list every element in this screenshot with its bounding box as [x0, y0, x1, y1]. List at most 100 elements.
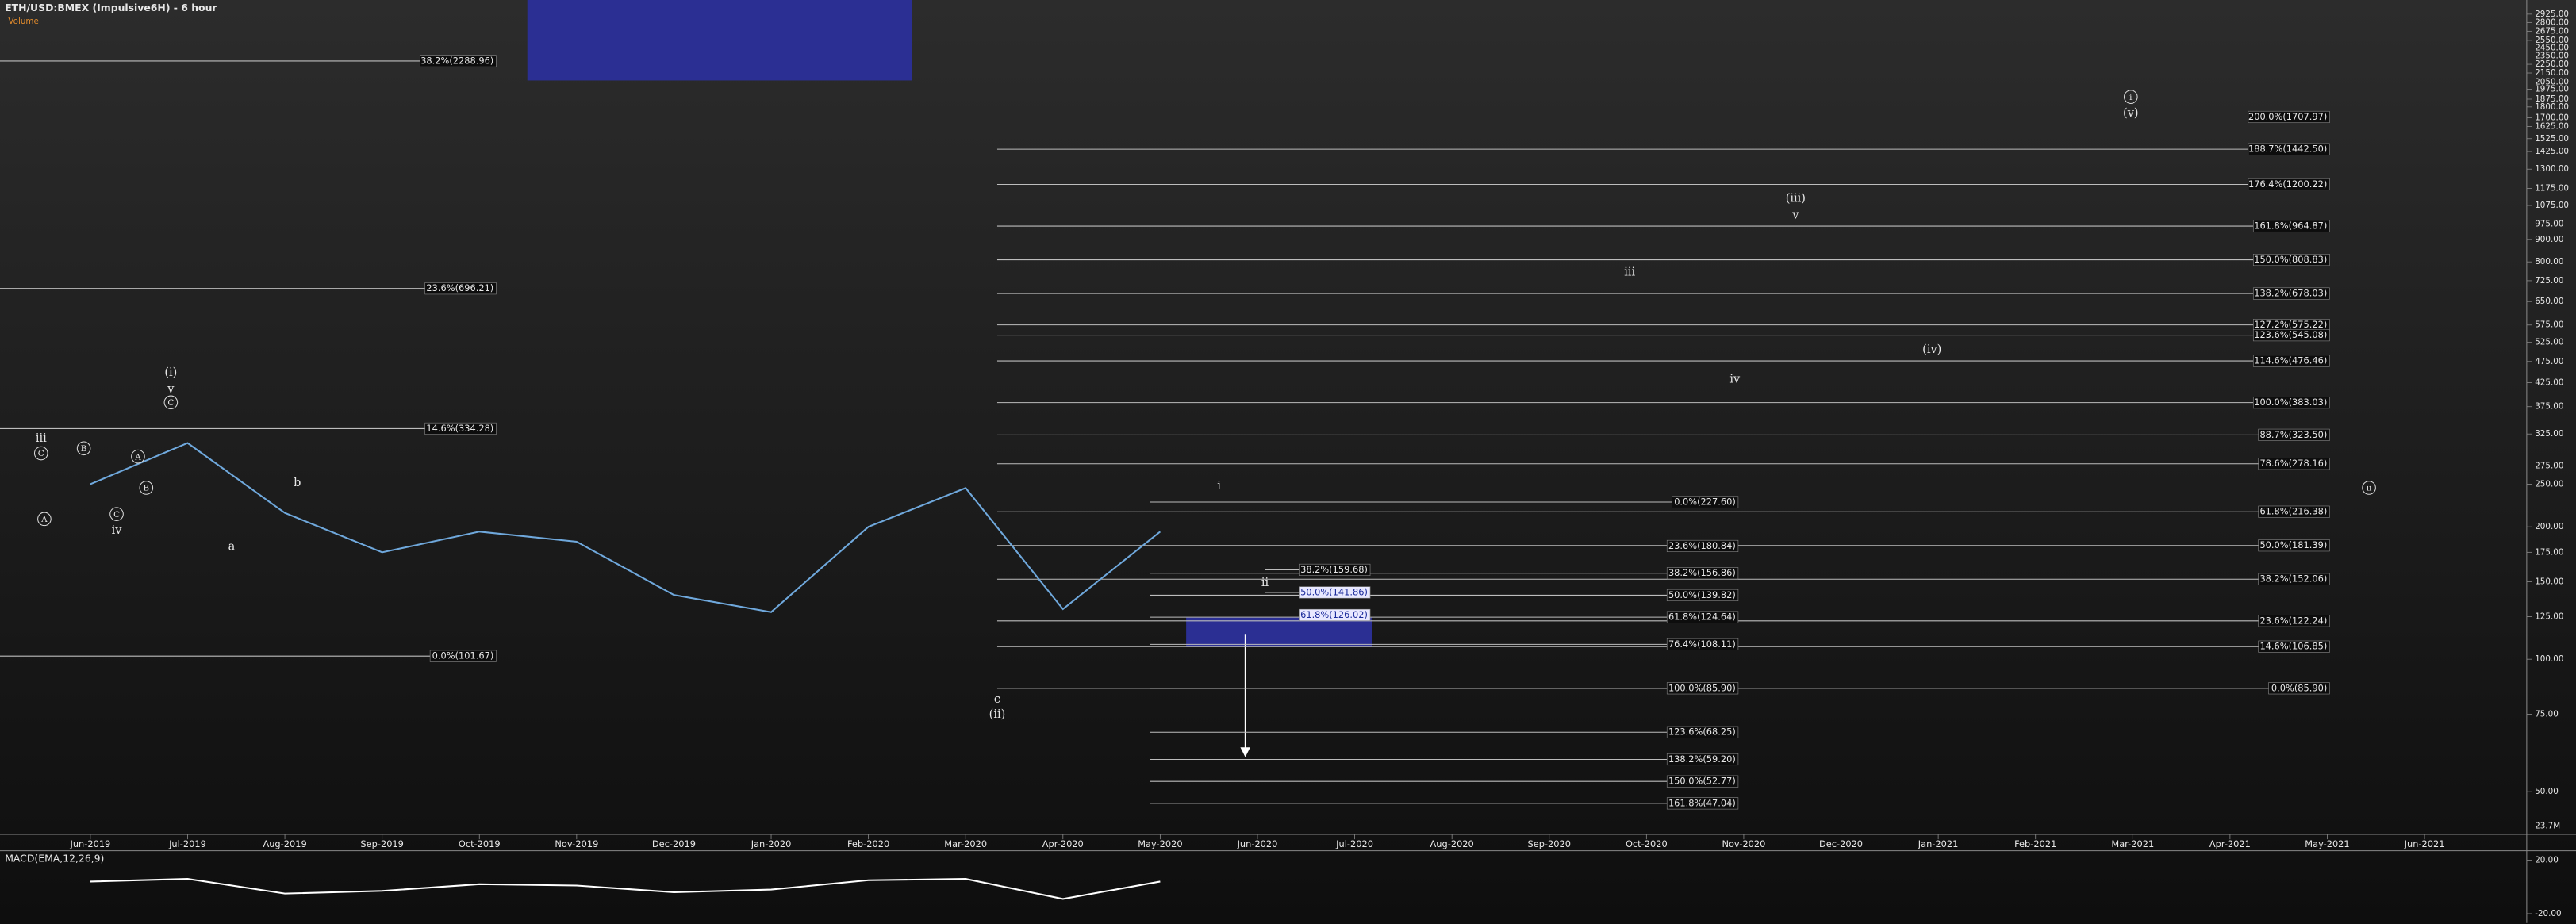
y-tick-label: 1800.00: [2535, 102, 2569, 112]
fib-label-bg: [2252, 329, 2330, 342]
wave-label: c: [994, 693, 1000, 706]
support-box: [1186, 617, 1372, 647]
fib-label: 114.6%(476.46): [2254, 355, 2327, 366]
y-tick-label: 2250.00: [2535, 59, 2569, 69]
y-tick-label: 100.00: [2535, 654, 2563, 664]
fib-label: 50.0%(181.39): [2259, 539, 2327, 550]
y-tick-label: 375.00: [2535, 402, 2563, 412]
price-line: [90, 442, 1161, 613]
fib-label: 23.6%(180.84): [1668, 540, 1736, 551]
fib-label: 38.2%(156.86): [1668, 567, 1736, 578]
fib-label-bg: [2252, 287, 2330, 300]
fib-label: 161.8%(47.04): [1668, 797, 1736, 808]
fib-label: 150.0%(52.77): [1668, 776, 1736, 787]
fib-label-bg: [1666, 682, 1739, 695]
wave-label: iv: [112, 524, 123, 537]
fib-label-bg: [1666, 567, 1739, 580]
x-tick-label: Dec-2020: [1819, 838, 1863, 849]
y-tick-label: 2800.00: [2535, 17, 2569, 27]
wave-label: (iii): [1786, 193, 1806, 205]
circled-wave-label: A: [40, 515, 48, 524]
fib-label: 161.8%(964.87): [2254, 220, 2327, 232]
y-tick-label: 1700.00: [2535, 113, 2569, 123]
y-tick-label: 1300.00: [2535, 164, 2569, 174]
y-tick-label: 325.00: [2535, 429, 2563, 439]
fib-label: 100.0%(85.90): [1668, 682, 1736, 693]
circled-wave-label: i: [2129, 93, 2133, 102]
fib-label: 127.2%(575.22): [2254, 319, 2327, 330]
fib-label-bg: [2252, 397, 2330, 409]
x-tick-label: Jun-2021: [2404, 838, 2445, 849]
wave-circle: [163, 395, 179, 410]
macd-tick-label: 20.00: [2535, 855, 2559, 865]
x-tick-label: Jul-2019: [168, 838, 206, 849]
fib-label-bg: [1299, 586, 1371, 599]
fib-label: 61.8%(124.64): [1668, 612, 1736, 623]
fib-label-bg: [2258, 539, 2330, 552]
fib-label-bg: [1666, 611, 1739, 623]
y-tick-label: 75.00: [2535, 709, 2559, 719]
fib-label-bg: [2252, 220, 2330, 232]
fib-label-bg: [2258, 615, 2330, 627]
fib-label-bg: [1666, 638, 1739, 650]
x-tick-label: Apr-2020: [1042, 838, 1084, 849]
wave-circle: [2124, 90, 2138, 104]
y-tick-label: 150.00: [2535, 577, 2563, 586]
y-tick-label: 50.00: [2535, 787, 2559, 796]
wave-label: b: [294, 477, 301, 489]
fib-label-bg: [2258, 428, 2330, 441]
x-tick-label: Mar-2021: [2111, 838, 2154, 849]
fib-label-bg: [2258, 458, 2330, 470]
wave-label: v: [167, 383, 175, 396]
fib-label-bg: [1666, 775, 1739, 788]
fib-label: 23.6%(122.24): [2259, 615, 2327, 626]
circled-wave-label: ii: [2367, 484, 2372, 493]
fib-label: 23.6%(696.21): [426, 282, 493, 293]
y-tick-label: 275.00: [2535, 461, 2563, 470]
y-tick-label: 1075.00: [2535, 201, 2569, 210]
target-box: [527, 0, 912, 81]
fib-label-bg: [2258, 573, 2330, 585]
x-tick-label: Apr-2021: [2209, 838, 2251, 849]
x-tick-label: May-2021: [2305, 838, 2349, 849]
wave-label: v: [1791, 209, 1799, 221]
x-tick-label: May-2020: [1138, 838, 1182, 849]
x-tick-label: Jul-2020: [1335, 838, 1373, 849]
wave-label: iv: [1729, 373, 1741, 385]
circled-wave-label: B: [143, 484, 149, 493]
fib-label: 150.0%(808.83): [2254, 254, 2327, 265]
fib-label: 76.4%(108.11): [1668, 638, 1736, 650]
x-tick-label: Sep-2019: [360, 838, 404, 849]
circled-wave-label: C: [113, 510, 120, 520]
fib-label: 61.8%(126.02): [1300, 609, 1368, 620]
macd-line: [90, 878, 1161, 900]
x-tick-label: Nov-2019: [555, 838, 598, 849]
fib-label: 0.0%(85.90): [2271, 682, 2327, 693]
y-tick-label: 200.00: [2535, 522, 2563, 531]
wave-circle: [109, 507, 124, 521]
fib-label-bg: [1666, 539, 1739, 553]
fib-label: 88.7%(323.50): [2259, 429, 2327, 440]
y-tick-label: 650.00: [2535, 297, 2563, 306]
macd-tick-label: -20.00: [2535, 909, 2561, 918]
wave-circle: [131, 449, 145, 464]
y-tick-label: 1525.00: [2535, 134, 2569, 144]
fib-label-bg: [1666, 589, 1739, 601]
x-tick-label: Jun-2019: [69, 838, 110, 849]
fib-label-bg: [2248, 143, 2330, 155]
y-tick-label: 125.00: [2535, 612, 2563, 621]
x-tick-label: Nov-2020: [1722, 838, 1765, 849]
wave-label: iii: [1624, 266, 1635, 279]
fib-label-bg: [419, 55, 497, 67]
fib-label-bg: [1299, 608, 1371, 622]
fib-label: 123.6%(545.08): [2254, 329, 2327, 340]
y-tick-label: 2350.00: [2535, 52, 2569, 61]
fib-label-bg: [2252, 355, 2330, 367]
fib-label: 14.6%(106.85): [2259, 641, 2327, 652]
x-tick-label: Jun-2020: [1237, 838, 1278, 849]
wave-label: a: [228, 541, 236, 554]
y-tick-label: 1425.00: [2535, 147, 2569, 156]
y-tick-label: 475.00: [2535, 357, 2563, 366]
fib-label: 50.0%(139.82): [1668, 589, 1736, 600]
